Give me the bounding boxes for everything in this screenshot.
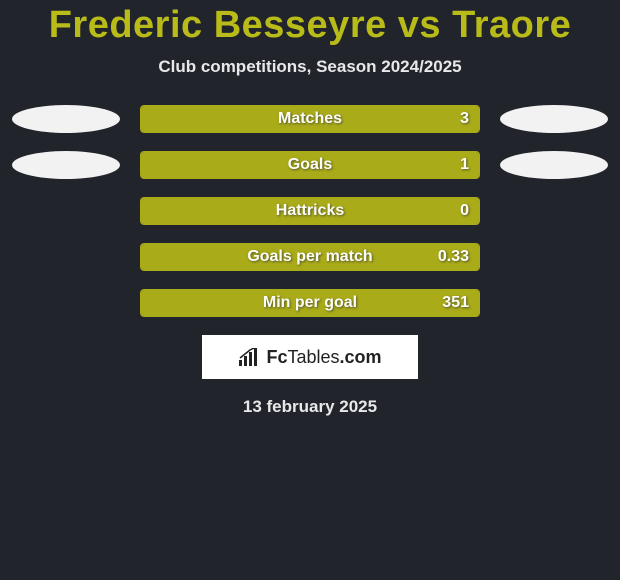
stat-row: Hattricks 0	[0, 197, 620, 225]
player-left-marker	[12, 105, 120, 133]
stat-label: Goals per match	[247, 248, 372, 266]
stats-list: Matches 3 Goals 1 Hattricks 0 Goals per match 0…	[0, 105, 620, 317]
stat-value: 351	[442, 294, 469, 312]
spacer	[12, 243, 120, 271]
date-label: 13 february 2025	[0, 397, 620, 417]
stat-bar: Hattricks 0	[140, 197, 480, 225]
spacer	[500, 289, 608, 317]
stat-value: 3	[460, 110, 469, 128]
stat-row: Goals per match 0.33	[0, 243, 620, 271]
player-right-marker	[500, 151, 608, 179]
subtitle: Club competitions, Season 2024/2025	[0, 57, 620, 77]
stat-row: Min per goal 351	[0, 289, 620, 317]
spacer	[500, 197, 608, 225]
comparison-card: Frederic Besseyre vs Traore Club competi…	[0, 0, 620, 417]
stat-value: 0.33	[438, 248, 469, 266]
stat-bar: Goals 1	[140, 151, 480, 179]
brand-logo: FcTables.com	[202, 335, 418, 379]
stat-row: Goals 1	[0, 151, 620, 179]
spacer	[12, 289, 120, 317]
stat-label: Goals	[288, 156, 332, 174]
brand-prefix: Fc	[266, 347, 287, 367]
page-title: Frederic Besseyre vs Traore	[0, 4, 620, 47]
stat-value: 0	[460, 202, 469, 220]
stat-row: Matches 3	[0, 105, 620, 133]
stat-value: 1	[460, 156, 469, 174]
brand-suffix: .com	[340, 347, 382, 367]
stat-bar: Goals per match 0.33	[140, 243, 480, 271]
stat-label: Hattricks	[276, 202, 344, 220]
stat-label: Matches	[278, 110, 342, 128]
stat-bar: Matches 3	[140, 105, 480, 133]
brand-main: Tables	[287, 347, 339, 367]
stat-bar: Min per goal 351	[140, 289, 480, 317]
chart-icon	[238, 348, 260, 366]
spacer	[500, 243, 608, 271]
spacer	[12, 197, 120, 225]
stat-label: Min per goal	[263, 294, 357, 312]
player-left-marker	[12, 151, 120, 179]
player-right-marker	[500, 105, 608, 133]
brand-text: FcTables.com	[266, 347, 381, 368]
